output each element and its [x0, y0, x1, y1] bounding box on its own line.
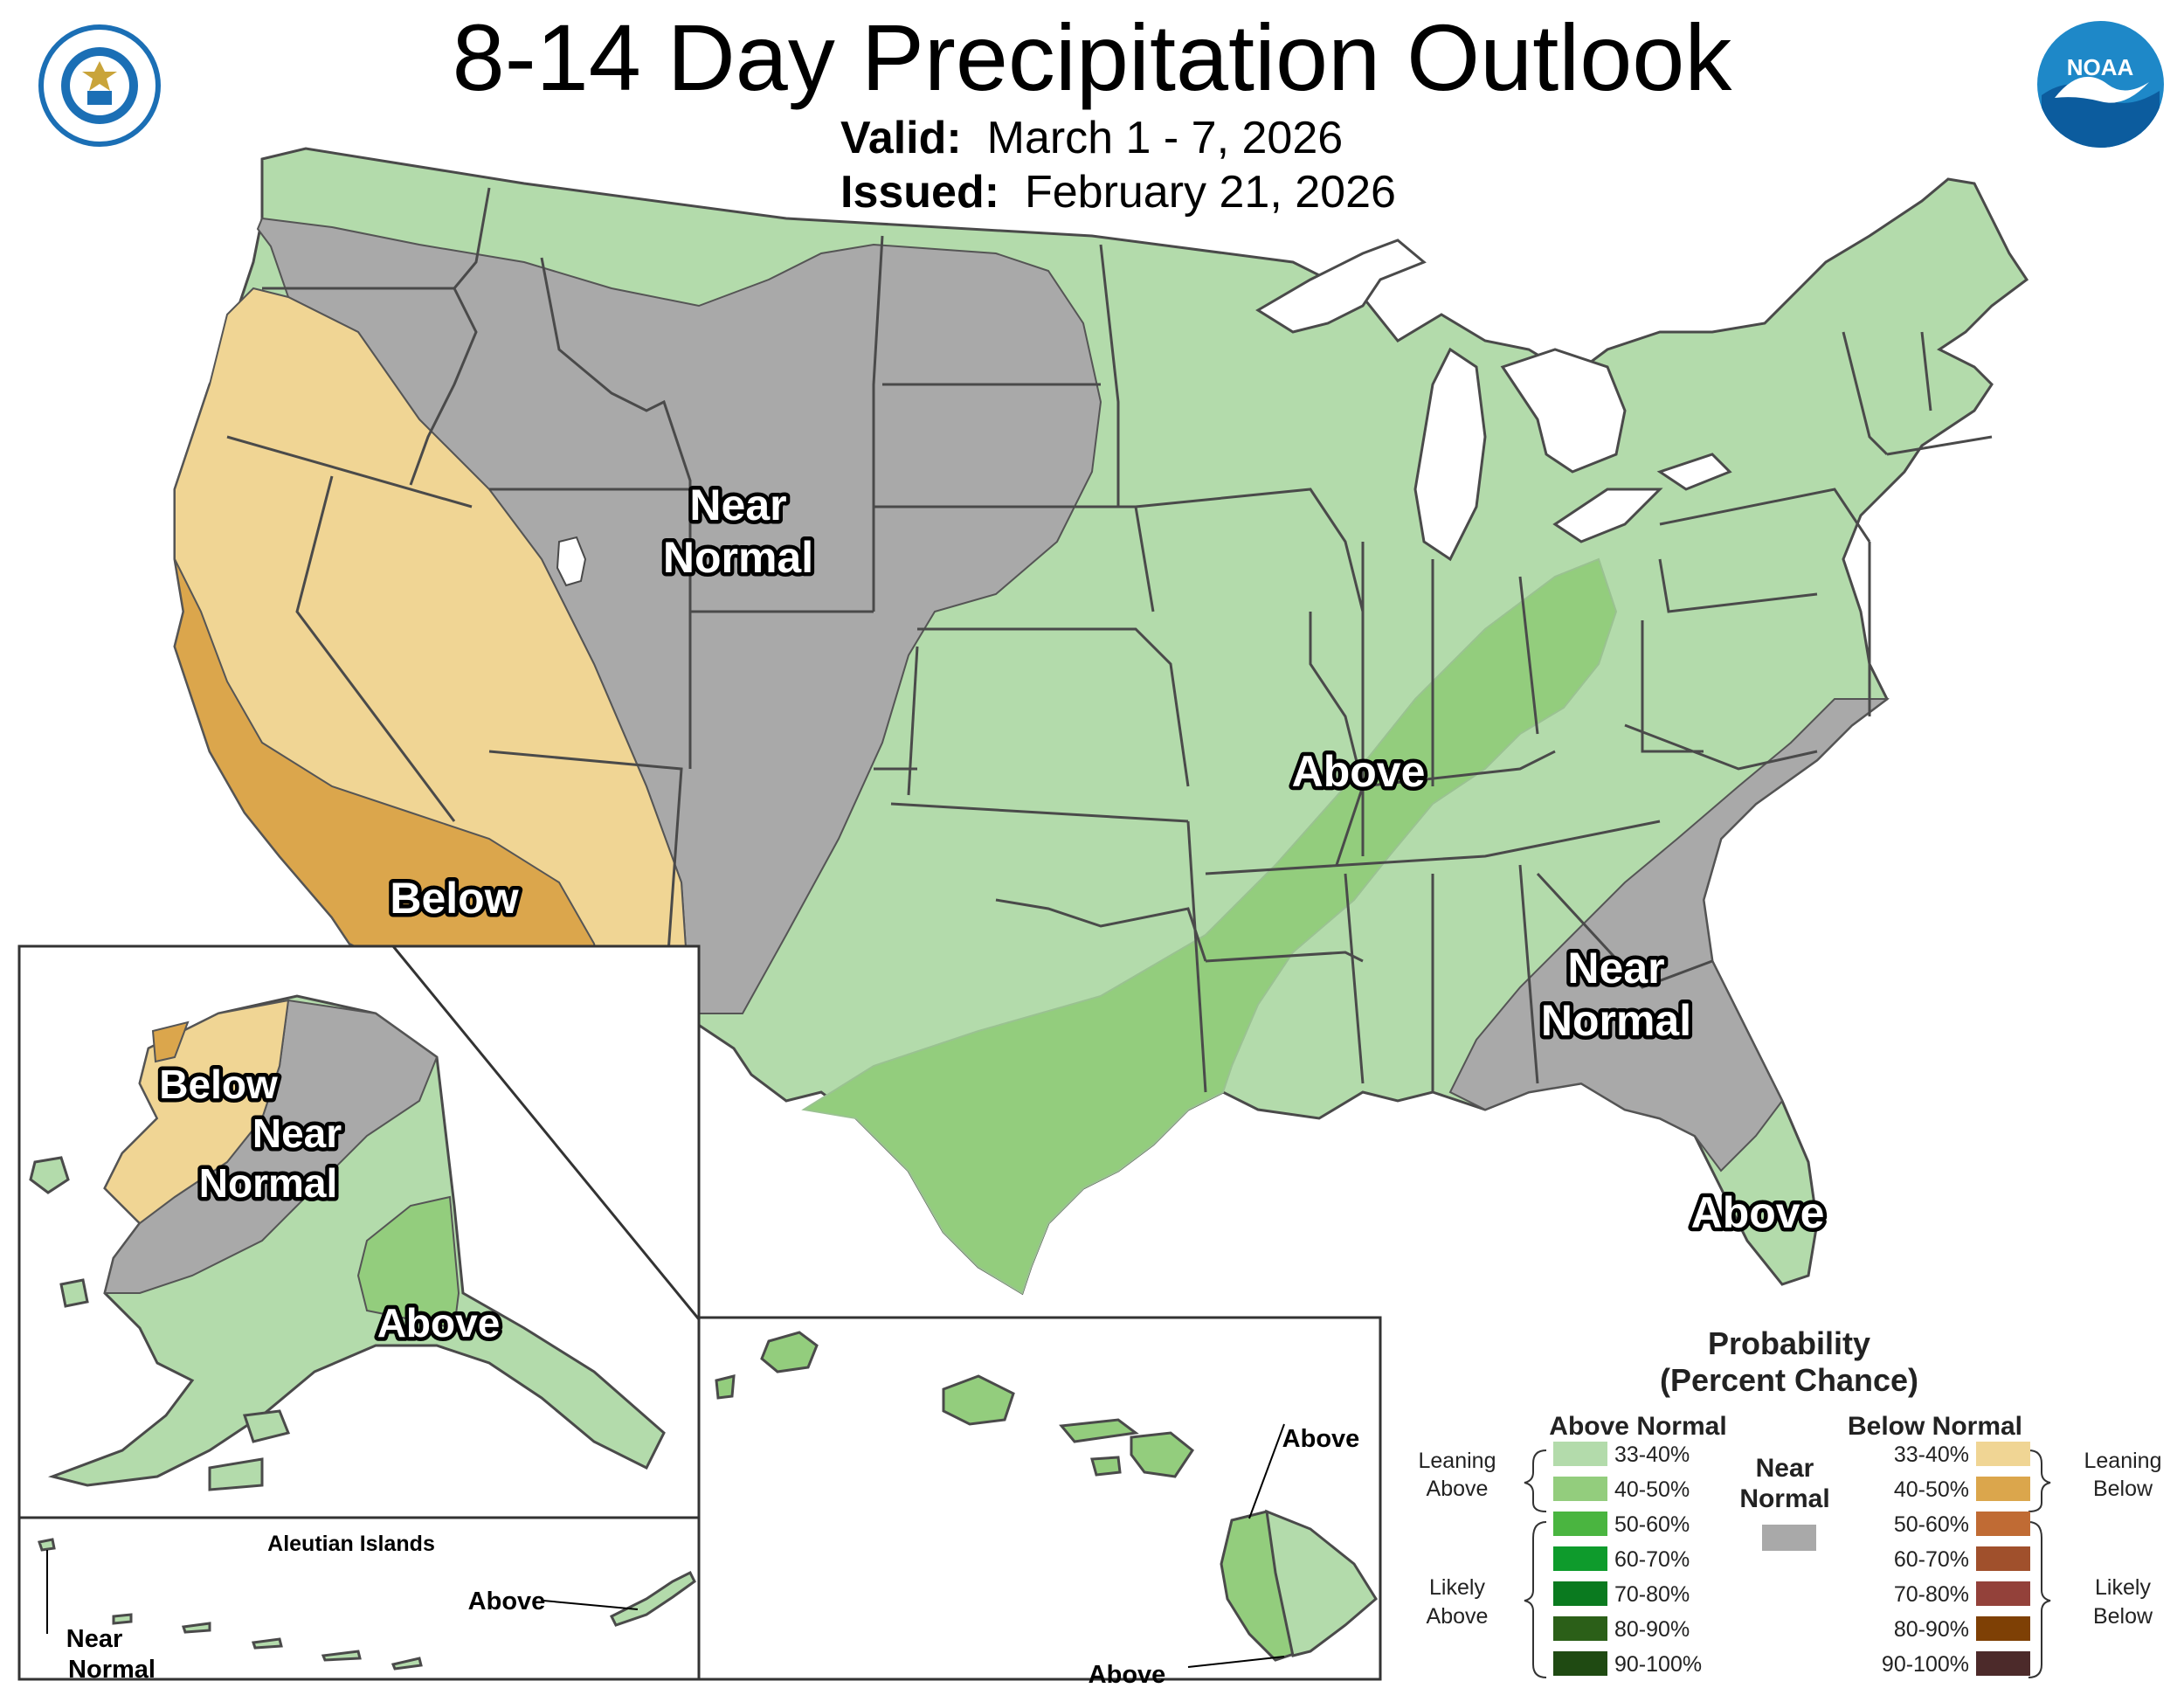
legend-likely-above-line2: Above: [1427, 1604, 1489, 1629]
legend-below-label-1: 40-50%: [1894, 1477, 1969, 1502]
southeast-near-normal-label-line1: Near: [1567, 944, 1664, 993]
noaa-logo-text: NOAA: [2067, 54, 2134, 80]
page-title: 8-14 Day Precipitation Outlook: [452, 4, 1732, 110]
legend-title-line2: (Percent Chance): [1660, 1362, 1918, 1398]
aleutian-near-normal-label-line2: Normal: [68, 1656, 156, 1684]
hawaii-above-top-label: Above: [1282, 1425, 1360, 1453]
state-borders: [226, 187, 1993, 1093]
legend-above-swatch-5: [1553, 1616, 1607, 1641]
legend-above-swatch-0: [1553, 1442, 1607, 1466]
alaska-near-normal-label-line1: Near: [252, 1110, 342, 1156]
legend-near-normal-line2: Normal: [1739, 1484, 1829, 1513]
issued-value: February 21, 2026: [1024, 167, 1396, 218]
legend-below-rows: 33-40% 40-50% 50-60% 60-70% 70-80% 80-90% 90-1…: [1882, 1442, 2030, 1677]
alaska-above-40-50: [356, 1195, 460, 1330]
alaska-leaning-below: [103, 999, 290, 1225]
alaska-near-normal-label-line2: Normal: [199, 1160, 337, 1206]
florida-above-label: Above: [1691, 1188, 1825, 1237]
conus-near-normal-southeast: [1448, 698, 1890, 1173]
aleutian-above-label: Above: [468, 1588, 546, 1615]
legend-above-swatch-3: [1553, 1546, 1607, 1571]
southwest-below-label: Below: [390, 874, 518, 923]
west-near-normal-label-line2: Normal: [663, 533, 813, 582]
legend-likely-below-line1: Likely: [2095, 1575, 2151, 1600]
aleutian-chain: [38, 1538, 696, 1671]
central-above-label: Above: [1292, 747, 1426, 796]
commerce-seal-logo: [38, 24, 161, 147]
hawaii-big-island-east-leaning: [1265, 1509, 1378, 1657]
legend-below-header: Below Normal: [1848, 1412, 2022, 1441]
legend-below-swatch-0: [1976, 1442, 2030, 1466]
legend-bracket-leaning-below: [2028, 1449, 2051, 1512]
legend-above-label-3: 60-70%: [1614, 1547, 1690, 1572]
legend-above-label-0: 33-40%: [1614, 1442, 1690, 1467]
alaska-below-label: Below: [159, 1062, 278, 1107]
issued-label: Issued:: [840, 167, 1000, 218]
legend-above-label-1: 40-50%: [1614, 1477, 1690, 1502]
legend-above-swatch-1: [1553, 1477, 1607, 1501]
great-lakes: [1255, 239, 1732, 562]
legend-leaning-above-line2: Above: [1427, 1477, 1489, 1501]
legend: Probability (Percent Chance) Above Norma…: [1419, 1325, 2162, 1678]
legend-bracket-likely-below: [2028, 1521, 2051, 1678]
valid-label: Valid:: [840, 113, 962, 163]
legend-below-label-2: 50-60%: [1894, 1512, 1969, 1537]
hawaii-inset: Above Above: [697, 1316, 1382, 1688]
legend-likely-above-line1: Likely: [1429, 1575, 1485, 1600]
legend-below-swatch-5: [1976, 1616, 2030, 1641]
legend-bracket-likely-above: [1524, 1521, 1547, 1678]
legend-above-swatch-4: [1553, 1581, 1607, 1606]
alaska-islands: [29, 1156, 291, 1491]
legend-below-swatch-1: [1976, 1477, 2030, 1501]
legend-above-label-6: 90-100%: [1614, 1652, 1702, 1677]
legend-leaning-below-line2: Below: [2093, 1477, 2153, 1501]
legend-above-header: Above Normal: [1549, 1412, 1726, 1441]
legend-above-label-2: 50-60%: [1614, 1512, 1690, 1537]
southeast-near-normal-label-line2: Normal: [1541, 996, 1691, 1045]
legend-below-label-0: 33-40%: [1894, 1442, 1969, 1467]
legend-above-rows: 33-40% 40-50% 50-60% 60-70% 70-80% 80-90% 90-1…: [1553, 1442, 1702, 1677]
aleutian-inset: Aleutian Islands Above Near Normal: [17, 1516, 701, 1684]
legend-leaning-above-line1: Leaning: [1419, 1449, 1496, 1473]
aleutian-title: Aleutian Islands: [267, 1532, 435, 1556]
legend-near-normal-swatch: [1762, 1525, 1816, 1551]
west-near-normal-label-line1: Near: [689, 481, 786, 529]
aleutian-near-normal-label-line1: Near: [66, 1625, 123, 1653]
legend-below-swatch-3: [1976, 1546, 2030, 1571]
conus-above-40-50-band: [801, 557, 1618, 1295]
legend-below-swatch-2: [1976, 1512, 2030, 1536]
alaska-below-40-50: [151, 1020, 190, 1063]
valid-line: Valid: March 1 - 7, 2026: [840, 112, 1343, 164]
legend-below-swatch-4: [1976, 1581, 2030, 1606]
legend-near-normal-line1: Near: [1756, 1454, 1814, 1483]
legend-below-label-4: 70-80%: [1894, 1582, 1969, 1607]
issued-line: Issued: February 21, 2026: [840, 166, 1396, 218]
legend-above-label-4: 70-80%: [1614, 1582, 1690, 1607]
valid-value: March 1 - 7, 2026: [986, 113, 1344, 163]
commerce-seal-icon: [61, 47, 138, 124]
legend-below-label-3: 60-70%: [1894, 1547, 1969, 1572]
legend-below-label-6: 90-100%: [1882, 1652, 1969, 1677]
alaska-inset: Below Near Normal Above: [17, 944, 701, 1519]
legend-below-swatch-6: [1976, 1651, 2030, 1676]
alaska-above-label: Above: [377, 1300, 501, 1346]
noaa-logo: NOAA: [2037, 21, 2164, 148]
hawaii-above-bottom-label: Above: [1089, 1661, 1166, 1688]
legend-below-label-5: 80-90%: [1894, 1617, 1969, 1642]
great-salt-lake: [556, 536, 587, 587]
legend-above-swatch-6: [1553, 1651, 1607, 1676]
legend-likely-below-line2: Below: [2093, 1604, 2153, 1629]
legend-above-swatch-2: [1553, 1512, 1607, 1536]
legend-title-line1: Probability: [1708, 1325, 1870, 1361]
legend-bracket-leaning-above: [1524, 1449, 1547, 1512]
hawaii-islands-above-40-50: [715, 1331, 1312, 1662]
legend-leaning-below-line1: Leaning: [2084, 1449, 2162, 1473]
noaa-bird-icon: NOAA: [2039, 23, 2161, 148]
legend-above-label-5: 80-90%: [1614, 1617, 1690, 1642]
